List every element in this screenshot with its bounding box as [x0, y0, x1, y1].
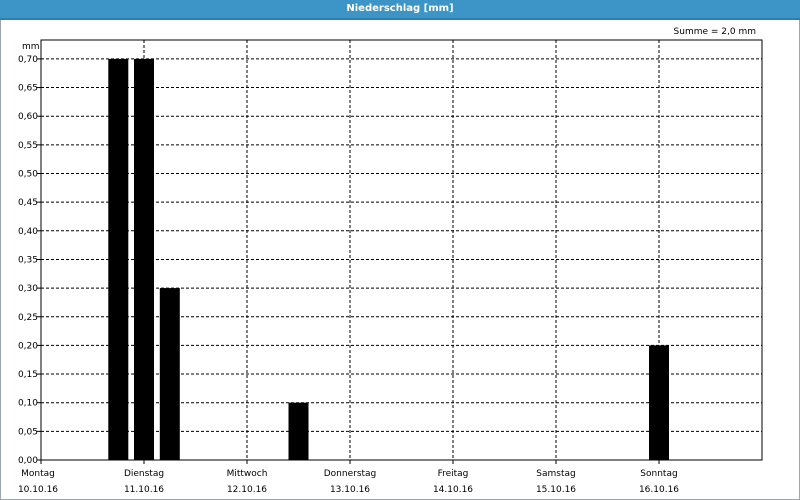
- x-tick-day-label: Mittwoch: [227, 469, 268, 479]
- y-tick-label: 0,00: [18, 456, 38, 466]
- x-tick-date-label: 15.10.16: [536, 485, 576, 495]
- bar: [159, 288, 180, 460]
- y-tick-label: 0,35: [18, 255, 38, 265]
- y-tick-label: 0,70: [18, 55, 38, 65]
- sum-label: Summe = 2,0 mm: [674, 27, 756, 37]
- bar: [649, 345, 669, 460]
- y-tick-label: 0,55: [18, 141, 38, 151]
- y-tick-label: 0,65: [18, 84, 38, 94]
- x-tick-day-label: Montag: [21, 469, 55, 479]
- bar: [288, 402, 309, 460]
- bars: [108, 58, 669, 461]
- x-tick-day-label: Sonntag: [640, 469, 677, 479]
- x-tick-day-label: Dienstag: [124, 469, 164, 479]
- x-tick-day-label: Samstag: [536, 469, 575, 479]
- y-tick-label: 0,25: [18, 313, 38, 323]
- x-tick-date-label: 16.10.16: [639, 485, 679, 495]
- y-tick-label: 0,50: [18, 170, 38, 180]
- x-axis-ticks: Montag 10.10.16 Dienstag 11.10.16 Mittwoch 12…: [18, 460, 679, 495]
- y-tick-label: 0,10: [18, 399, 38, 409]
- x-tick-day-label: Freitag: [438, 469, 469, 479]
- y-tick-label: 0,20: [18, 341, 38, 351]
- y-axis-ticks: 0,00 0,05 0,10 0,15 0,20 0,25 0,30 0,35 0,40 0,45…: [18, 55, 41, 466]
- x-tick-day-label: Donnerstag: [324, 469, 377, 479]
- x-tick-date-label: 11.10.16: [124, 485, 164, 495]
- x-tick-date-label: 13.10.16: [330, 485, 370, 495]
- x-tick-date-label: 14.10.16: [433, 485, 473, 495]
- bar: [134, 58, 154, 461]
- y-tick-label: 0,40: [18, 227, 38, 237]
- y-tick-label: 0,60: [18, 112, 38, 122]
- x-tick-date-label: 10.10.16: [18, 485, 58, 495]
- chart-title: Niederschlag [mm]: [0, 0, 800, 20]
- x-tick-date-label: 12.10.16: [227, 485, 267, 495]
- y-tick-label: 0,45: [18, 198, 38, 208]
- y-tick-label: 0,05: [18, 427, 38, 437]
- y-axis-unit-label: mm: [22, 42, 40, 52]
- y-tick-label: 0,30: [18, 284, 38, 294]
- bar: [108, 58, 129, 461]
- y-tick-label: 0,15: [18, 370, 38, 380]
- plot-border: [40, 39, 763, 461]
